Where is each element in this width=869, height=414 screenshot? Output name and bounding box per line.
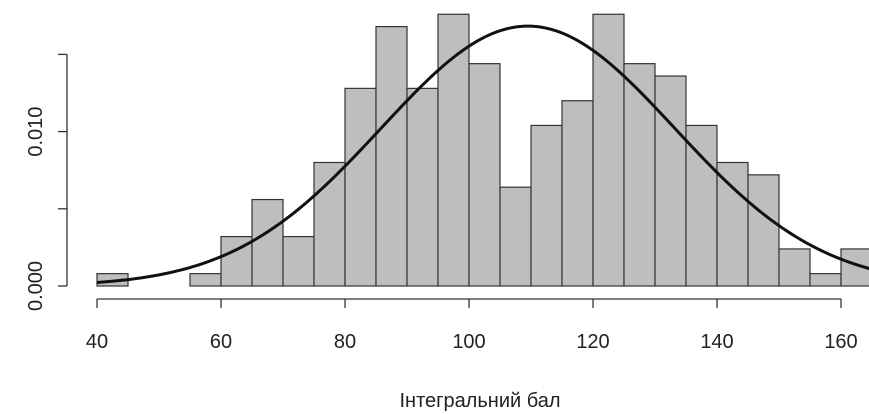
x-tick-label-60: 60 <box>210 331 232 353</box>
histogram-bar-150-155 <box>778 248 811 287</box>
histogram-bar-80-85 <box>344 87 377 287</box>
x-tick-label-40: 40 <box>86 331 108 353</box>
x-axis-title: Інтегральний бал <box>399 390 560 412</box>
histogram-bars <box>96 13 869 287</box>
histogram-bar-145-150 <box>747 174 780 287</box>
x-tick-label-160: 160 <box>824 331 857 353</box>
histogram-bar-90-95 <box>406 87 439 287</box>
x-tick-label-140: 140 <box>700 331 733 353</box>
histogram-bar-105-110 <box>499 186 532 287</box>
histogram-bar-100-105 <box>468 63 501 287</box>
y-tick-label-0.000: 0.000 <box>25 261 47 311</box>
histogram-bar-125-130 <box>623 63 656 287</box>
y-axis: 0.000 0.010 <box>25 53 68 311</box>
histogram-bar-115-120 <box>561 100 594 287</box>
x-tick-label-80: 80 <box>334 331 356 353</box>
histogram-bar-155-160 <box>809 273 842 287</box>
normal-density-curve <box>96 24 869 284</box>
x-tick-label-120: 120 <box>576 331 609 353</box>
histogram-bar-140-145 <box>716 161 749 287</box>
histogram-bar-120-125 <box>592 13 625 287</box>
histogram-bar-135-140 <box>685 124 718 287</box>
x-tick-label-100: 100 <box>452 331 485 353</box>
histogram-bar-110-115 <box>530 124 563 287</box>
histogram-bar-65-70 <box>251 198 284 287</box>
y-tick-label-0.010: 0.010 <box>25 107 47 157</box>
x-axis: 40 60 80 100 120 140 160 <box>86 298 858 353</box>
histogram-bar-55-60 <box>189 273 222 287</box>
histogram-bar-85-90 <box>375 26 408 287</box>
histogram-bar-130-135 <box>654 75 687 287</box>
histogram-bar-95-100 <box>437 13 470 287</box>
histogram-bar-70-75 <box>282 235 315 287</box>
